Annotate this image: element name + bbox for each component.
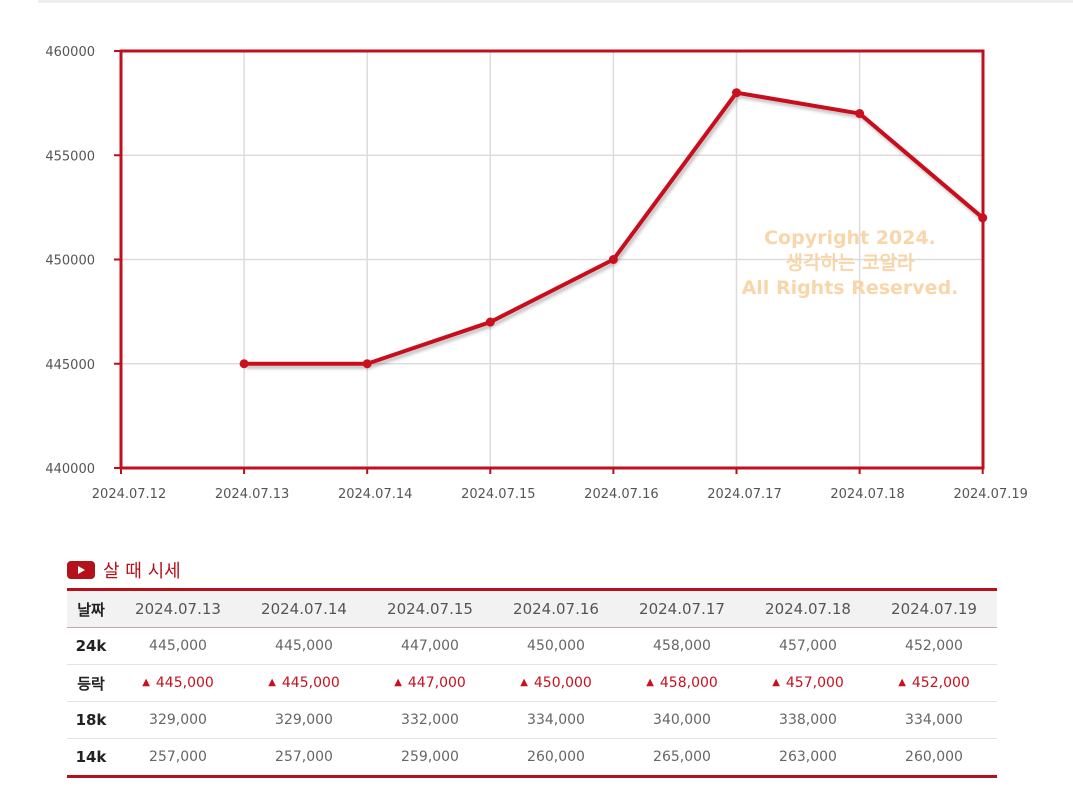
header-date: 2024.07.13 xyxy=(115,589,241,628)
header-date-label: 날짜 xyxy=(67,589,115,628)
table-row-24k: 24k 445,000 445,000 447,000 450,000 458,… xyxy=(67,627,997,665)
row-label: 18k xyxy=(67,701,115,739)
header-date: 2024.07.15 xyxy=(367,589,493,628)
x-tick-label: 2024.07.14 xyxy=(338,487,412,502)
table-row-change: 등락 ▲ 445,000 ▲ 445,000 ▲ 447,000 ▲ 450,000 ▲… xyxy=(67,664,997,702)
table-cell: 338,000 xyxy=(745,701,871,739)
data-point xyxy=(732,88,741,98)
up-arrow-icon: ▲ xyxy=(394,677,402,688)
up-arrow-icon: ▲ xyxy=(772,677,780,688)
table-cell: 257,000 xyxy=(149,749,207,765)
header-date: 2024.07.17 xyxy=(619,589,745,628)
table-row-18k: 18k 329,000 329,000 332,000 334,000 340,… xyxy=(67,701,997,739)
x-tick-label: 2024.07.12 xyxy=(92,487,166,502)
table-cell-up: ▲ 445,000 xyxy=(241,664,367,702)
watermark-line-2: 생각하는 코알라 xyxy=(785,252,915,274)
price-table: 날짜 2024.07.13 2024.07.14 2024.07.15 2024… xyxy=(67,588,997,778)
up-arrow-icon: ▲ xyxy=(520,677,528,688)
table-cell-up: ▲ 458,000 xyxy=(619,664,745,702)
table-cell: 447,000 xyxy=(367,627,493,665)
table-cell: 260,000 xyxy=(527,749,585,765)
table-cell: 458,000 xyxy=(619,627,745,665)
header-date: 2024.07.14 xyxy=(241,589,367,628)
y-tick-label: 445000 xyxy=(45,358,95,373)
y-tick-label: 455000 xyxy=(45,149,95,164)
change-value: 445,000 xyxy=(281,675,340,691)
table-cell-up: ▲ 445,000 xyxy=(115,664,241,702)
table-row-14k: 14k 257,000 257,000 259,000 260,000 265,… xyxy=(67,739,997,777)
price-line-chart: 440000 445000 450000 455000 460000 2024.07.12… xyxy=(45,45,1028,502)
row-label: 24k xyxy=(67,627,115,665)
row-label: 14k xyxy=(75,748,107,766)
header-date: 2024.07.19 xyxy=(871,589,997,628)
change-value: 450,000 xyxy=(533,675,592,691)
data-point xyxy=(239,359,249,369)
table-cell: 445,000 xyxy=(115,627,241,665)
table-cell: 452,000 xyxy=(871,627,997,665)
data-point xyxy=(855,109,865,119)
section-title-text: 살 때 시세 xyxy=(103,561,181,582)
header-date: 2024.07.18 xyxy=(745,589,871,628)
table-cell-up: ▲ 447,000 xyxy=(367,664,493,702)
table-cell: 334,000 xyxy=(871,701,997,739)
table-cell: 260,000 xyxy=(905,749,963,765)
table-cell: 259,000 xyxy=(401,749,459,765)
change-value: 457,000 xyxy=(785,675,844,691)
data-point xyxy=(485,317,495,327)
table-cell: 329,000 xyxy=(241,701,367,739)
chart-svg: 440000 445000 450000 455000 460000 2024.07.12… xyxy=(45,45,1028,502)
up-arrow-icon: ▲ xyxy=(142,677,150,688)
up-arrow-icon: ▲ xyxy=(268,677,276,688)
y-tick-label: 440000 xyxy=(45,462,95,477)
table-cell: 340,000 xyxy=(619,701,745,739)
table-cell-up: ▲ 457,000 xyxy=(745,664,871,702)
plot-frame xyxy=(119,49,985,470)
play-icon xyxy=(67,561,95,579)
x-tick-label: 2024.07.15 xyxy=(461,487,535,502)
table-cell: 450,000 xyxy=(493,627,619,665)
copyright-watermark: Copyright 2024. 생각하는 코알라 All Rights Rese… xyxy=(735,226,965,301)
table-cell: 334,000 xyxy=(493,701,619,739)
change-value: 445,000 xyxy=(155,675,214,691)
x-tick-label: 2024.07.13 xyxy=(215,487,289,502)
table-header-row: 날짜 2024.07.13 2024.07.14 2024.07.15 2024… xyxy=(67,589,997,628)
watermark-line-3: All Rights Reserved. xyxy=(741,277,959,299)
table-cell: 265,000 xyxy=(653,749,711,765)
y-tick-label: 450000 xyxy=(45,254,95,269)
x-tick-label: 2024.07.17 xyxy=(707,487,781,502)
top-divider xyxy=(38,0,1073,3)
table-cell-up: ▲ 452,000 xyxy=(871,664,997,702)
table-cell: 445,000 xyxy=(241,627,367,665)
change-value: 452,000 xyxy=(911,675,970,691)
table-cell-up: ▲ 450,000 xyxy=(493,664,619,702)
x-tick-label: 2024.07.16 xyxy=(584,487,658,502)
row-label: 등락 xyxy=(67,664,115,702)
x-tick-label: 2024.07.18 xyxy=(830,487,904,502)
data-point xyxy=(978,213,988,223)
y-tick-label: 460000 xyxy=(45,45,95,60)
change-value: 447,000 xyxy=(407,675,466,691)
table-cell: 329,000 xyxy=(115,701,241,739)
data-point xyxy=(362,359,372,369)
header-date: 2024.07.16 xyxy=(493,589,619,628)
table-cell: 332,000 xyxy=(367,701,493,739)
table-cell: 457,000 xyxy=(745,627,871,665)
section-title: 살 때 시세 xyxy=(67,556,181,584)
table-cell: 263,000 xyxy=(779,749,837,765)
table-cell: 257,000 xyxy=(275,749,333,765)
data-point xyxy=(608,255,618,264)
change-value: 458,000 xyxy=(659,675,718,691)
up-arrow-icon: ▲ xyxy=(646,677,654,688)
watermark-line-1: Copyright 2024. xyxy=(764,227,936,249)
x-tick-label: 2024.07.19 xyxy=(953,487,1027,502)
up-arrow-icon: ▲ xyxy=(898,677,906,688)
